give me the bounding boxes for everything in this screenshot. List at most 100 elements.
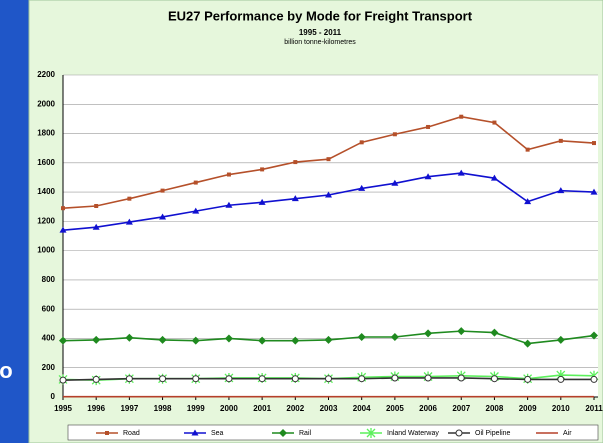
y-tick-label: 0	[51, 392, 56, 401]
marker	[191, 429, 199, 436]
marker	[557, 375, 565, 383]
marker	[457, 374, 465, 382]
marker	[324, 335, 333, 344]
marker	[457, 169, 465, 176]
marker	[366, 428, 376, 438]
y-tick-label: 800	[42, 275, 56, 284]
marker	[59, 336, 67, 345]
y-tick-label: 200	[42, 363, 56, 372]
marker	[92, 335, 101, 344]
legend-label: Sea	[211, 430, 224, 437]
marker	[192, 375, 200, 383]
x-tick-label: 2001	[253, 404, 271, 413]
marker	[326, 157, 331, 162]
marker	[424, 173, 432, 180]
legend	[67, 424, 599, 441]
legend-label: Air	[563, 430, 572, 437]
marker	[556, 335, 565, 344]
marker	[258, 198, 266, 205]
x-tick-label: 2000	[220, 404, 238, 413]
legend-label: Oil Pipeline	[475, 430, 511, 437]
marker	[455, 429, 463, 437]
marker	[523, 339, 532, 348]
marker	[125, 333, 134, 342]
marker	[225, 375, 233, 383]
marker	[158, 335, 167, 344]
marker	[325, 191, 332, 198]
marker	[490, 328, 499, 337]
x-tick-label: 2003	[320, 404, 338, 413]
marker	[392, 132, 397, 137]
marker	[226, 172, 231, 177]
unit-label: billion tonne-kilometres	[284, 39, 356, 46]
marker	[357, 332, 366, 341]
marker	[390, 332, 399, 341]
slide-text: o	[0, 358, 13, 383]
y-tick-label: 1200	[37, 216, 55, 225]
marker	[291, 195, 299, 202]
marker	[191, 336, 200, 345]
x-tick-label: 2007	[452, 404, 470, 413]
marker	[193, 180, 198, 185]
marker	[258, 336, 267, 345]
x-tick-label: 2005	[386, 404, 404, 413]
x-tick-label: 2004	[353, 404, 371, 413]
y-tick-label: 1400	[37, 187, 55, 196]
y-tick-label: 1600	[37, 158, 55, 167]
marker	[224, 334, 233, 343]
marker	[490, 174, 498, 181]
marker	[105, 431, 109, 435]
marker	[325, 375, 332, 383]
marker	[424, 329, 433, 338]
chart-title: EU27 Performance by Mode for Freight Tra…	[168, 8, 473, 23]
marker	[590, 331, 598, 340]
marker	[557, 187, 565, 194]
marker	[391, 179, 399, 186]
marker	[160, 188, 165, 193]
y-tick-label: 1000	[37, 246, 55, 255]
marker	[459, 114, 464, 119]
marker	[424, 374, 432, 382]
x-tick-label: 2006	[419, 404, 437, 413]
x-tick-label: 2009	[519, 404, 537, 413]
x-tick-label: 1996	[87, 404, 105, 413]
marker	[127, 196, 132, 201]
y-tick-label: 2200	[37, 70, 55, 79]
marker	[61, 206, 65, 211]
marker	[94, 203, 99, 208]
marker	[592, 141, 596, 146]
marker	[92, 223, 100, 230]
marker	[258, 375, 266, 383]
marker	[358, 375, 366, 383]
marker	[279, 429, 287, 437]
marker	[293, 160, 298, 165]
marker	[291, 336, 300, 345]
marker	[426, 124, 431, 129]
plot-area	[63, 75, 598, 397]
y-tick-label: 400	[42, 334, 56, 343]
x-tick-label: 1995	[54, 404, 72, 413]
x-tick-label: 1999	[187, 404, 205, 413]
x-tick-label: 2008	[486, 404, 504, 413]
marker	[159, 375, 167, 383]
x-tick-label: 2002	[286, 404, 304, 413]
marker	[358, 184, 366, 191]
y-tick-label: 1800	[37, 129, 55, 138]
x-tick-label: 2011	[585, 404, 603, 413]
marker	[590, 188, 598, 195]
x-tick-label: 2010	[552, 404, 570, 413]
marker	[525, 147, 530, 152]
marker	[159, 213, 167, 220]
marker	[125, 375, 133, 383]
y-tick-label: 2000	[37, 99, 55, 108]
x-tick-label: 1998	[154, 404, 172, 413]
chart-subtitle: 1995 - 2011	[299, 28, 342, 37]
marker	[291, 375, 299, 383]
y-tick-label: 600	[42, 304, 56, 313]
marker	[558, 138, 563, 143]
marker	[457, 327, 466, 336]
marker	[225, 201, 233, 208]
legend-label: Road	[123, 430, 140, 437]
